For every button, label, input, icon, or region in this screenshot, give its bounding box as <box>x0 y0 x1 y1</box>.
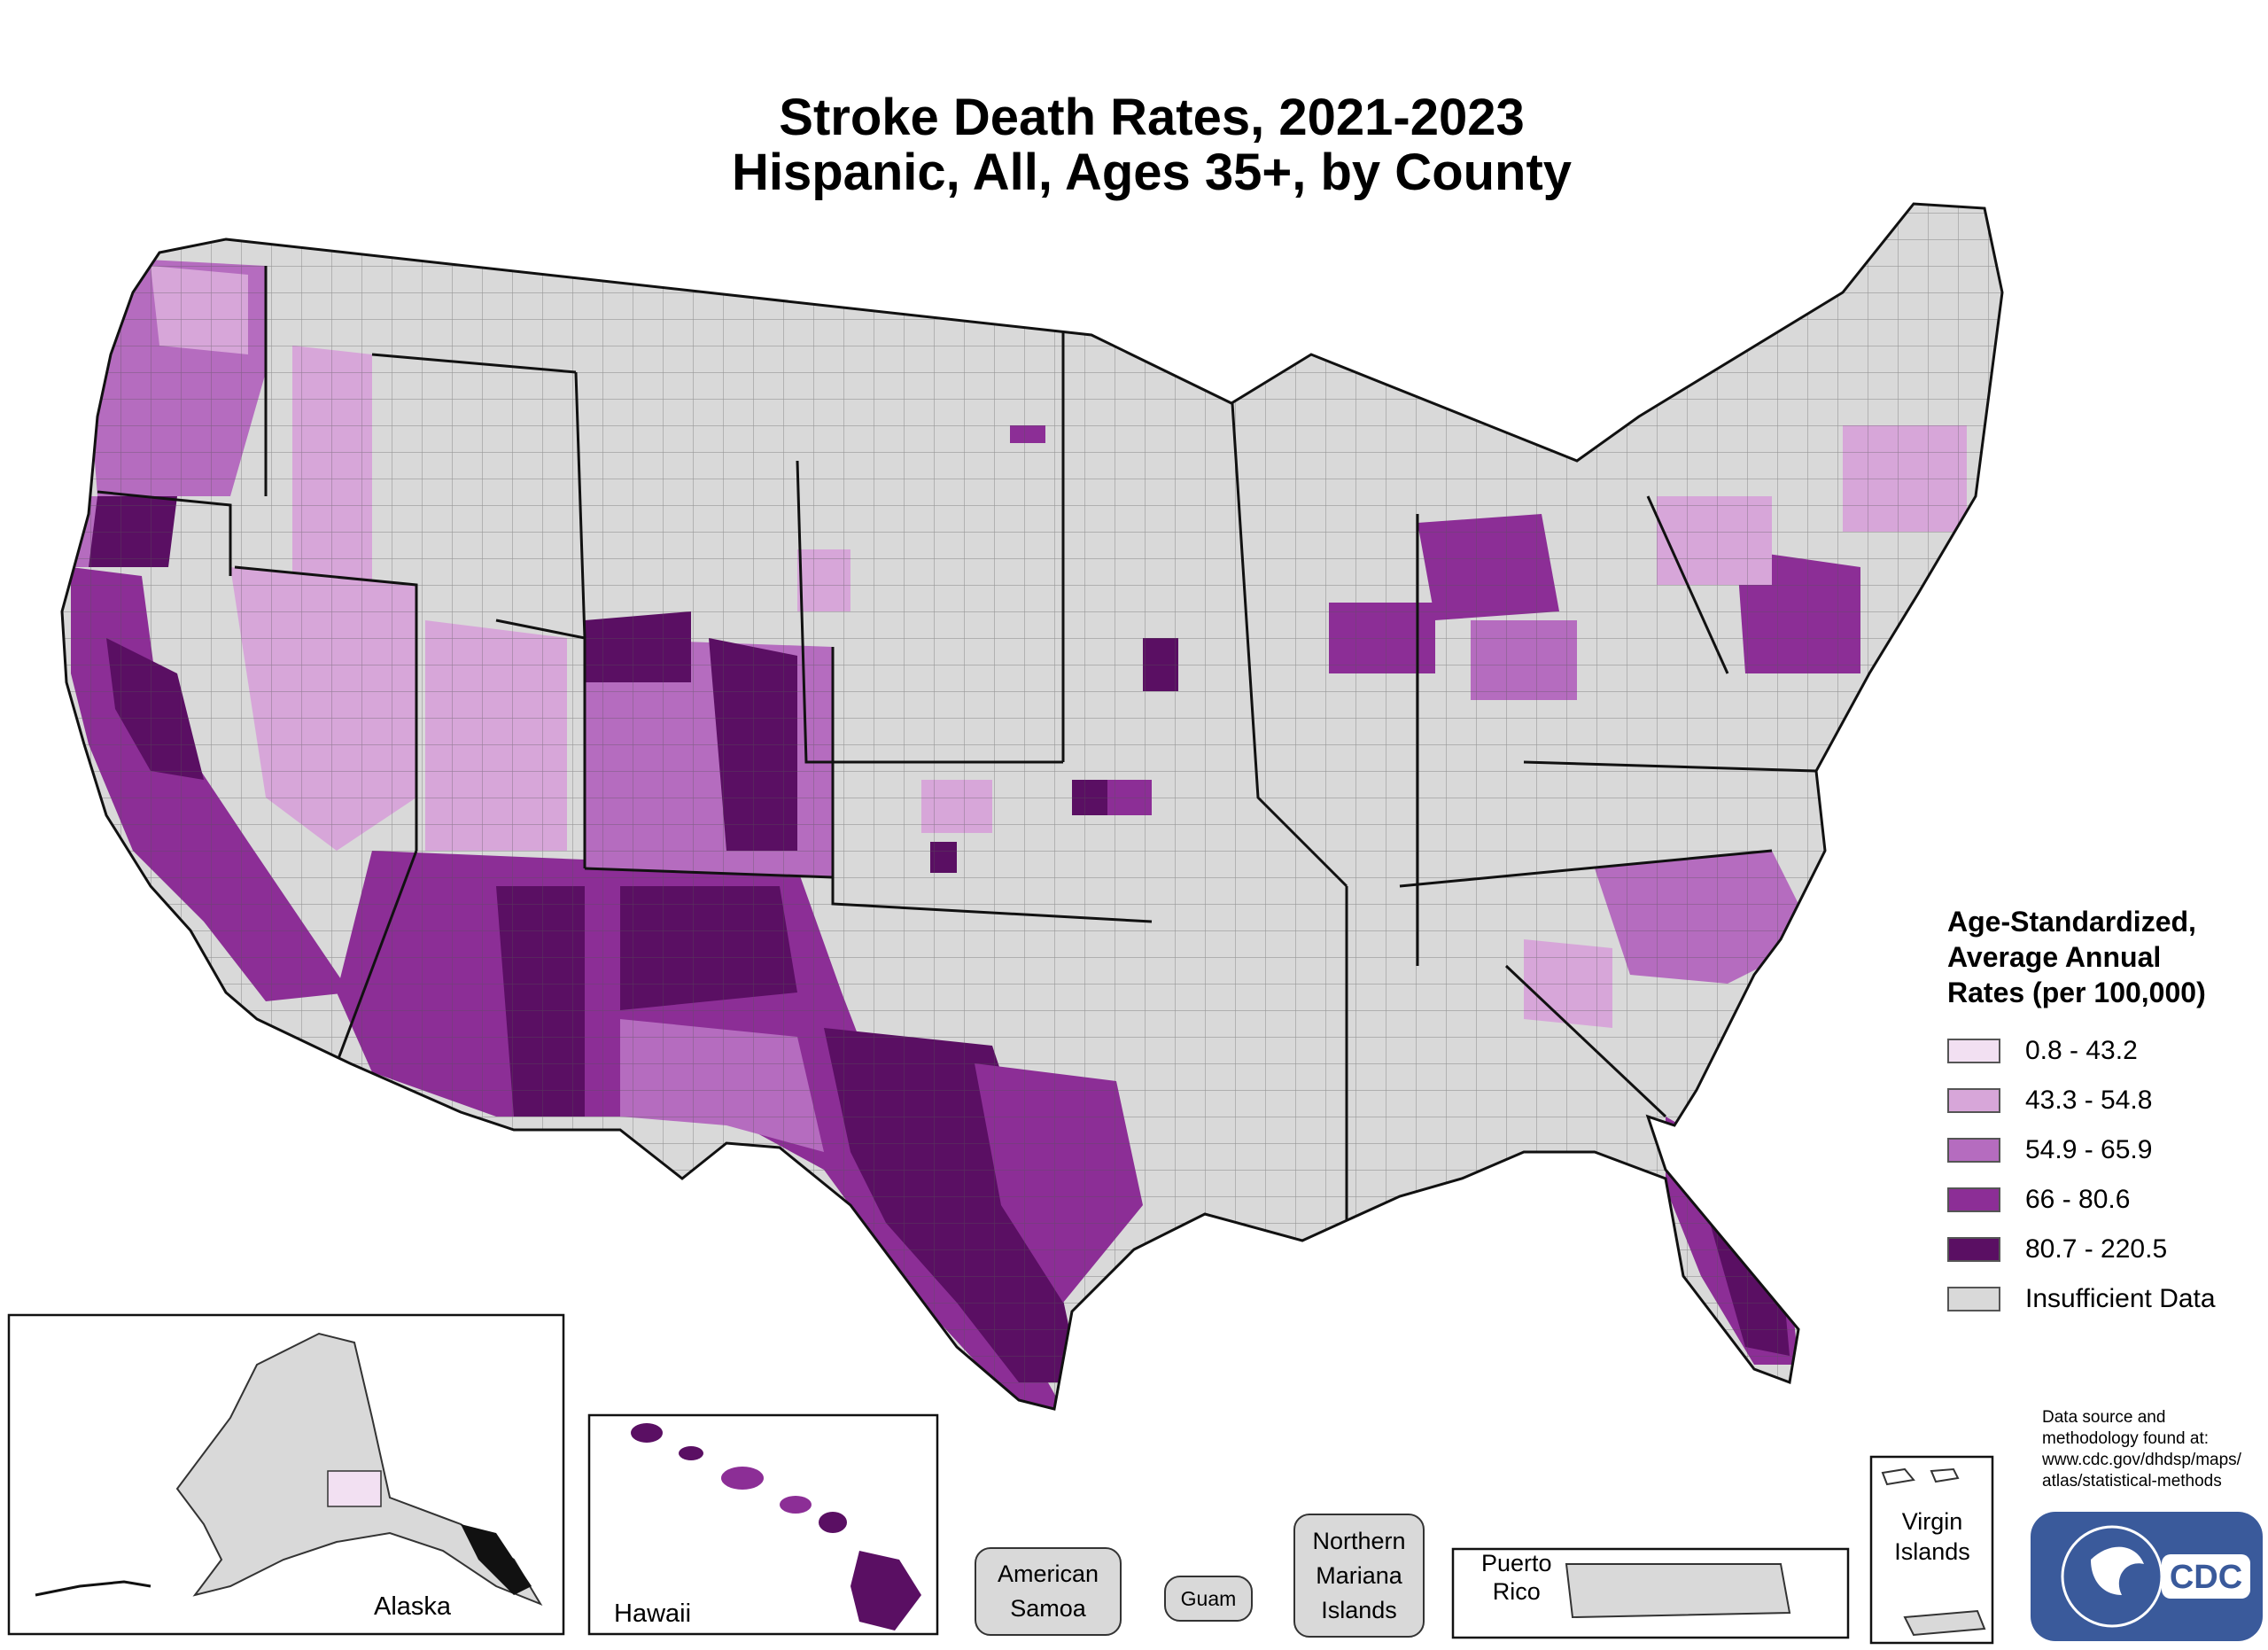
contiguous-us <box>60 202 2004 1411</box>
legend-label: 80.7 - 220.5 <box>2025 1234 2168 1264</box>
cdc-logo-text: CDC <box>2170 1559 2242 1596</box>
northern-mariana-line-2: Mariana <box>1316 1561 1402 1589</box>
source-line-4: atlas/statistical-methods <box>2042 1472 2222 1490</box>
legend-item: 54.9 - 65.9 <box>1947 1132 2152 1168</box>
virgin-islands-label-line-1: Virgin <box>1901 1508 1963 1535</box>
legend-label: 0.8 - 43.2 <box>2025 1036 2138 1065</box>
legend-swatch <box>1947 1187 2000 1212</box>
northern-mariana-box: Northern Mariana Islands <box>1293 1514 1425 1638</box>
puerto-rico-label-line-1: Puerto <box>1481 1550 1552 1576</box>
legend-item: Insufficient Data <box>1947 1281 2216 1317</box>
legend-title-line-1: Age-Standardized, <box>1947 906 2196 938</box>
american-samoa-box: American Samoa <box>975 1547 1122 1636</box>
state-boundaries <box>97 266 1817 1241</box>
legend-label: 43.3 - 54.8 <box>2025 1086 2153 1115</box>
legend-label: 66 - 80.6 <box>2025 1185 2131 1214</box>
hhs-eagle-icon <box>2091 1546 2144 1595</box>
american-samoa-line-1: American <box>997 1560 1099 1587</box>
puerto-rico-label-line-2: Rico <box>1492 1578 1541 1605</box>
legend-item: 0.8 - 43.2 <box>1947 1033 2138 1069</box>
virgin-islands-label-line-2: Islands <box>1894 1538 1970 1565</box>
legend-title-line-2: Average Annual <box>1947 941 2162 973</box>
guam-box: Guam <box>1164 1576 1253 1622</box>
source-line-3: www.cdc.gov/dhdsp/maps/ <box>2042 1451 2241 1469</box>
legend-item: 66 - 80.6 <box>1947 1182 2130 1218</box>
northern-mariana-line-3: Islands <box>1321 1596 1397 1623</box>
legend-swatch <box>1947 1287 2000 1311</box>
virgin-islands-label: Virgin Islands <box>1885 1506 1979 1567</box>
guam-label: Guam <box>1180 1586 1237 1610</box>
puerto-rico-label: Puerto Rico <box>1481 1549 1552 1606</box>
alaska-label: Alaska <box>374 1592 452 1621</box>
puerto-rico-inset <box>1451 1547 1850 1639</box>
legend-title-line-3: Rates (per 100,000) <box>1947 977 2206 1008</box>
title-line-1: Stroke Death Rates, 2021-2023 <box>779 89 1525 146</box>
legend-title: Age-Standardized, Average Annual Rates (… <box>1947 904 2266 1010</box>
legend-swatch <box>1947 1088 2000 1113</box>
title-line-2: Hispanic, All, Ages 35+, by County <box>731 144 1573 201</box>
legend-swatch <box>1947 1237 2000 1262</box>
northern-mariana-line-1: Northern <box>1312 1527 1406 1554</box>
cdc-logo: CDC <box>2031 1512 2263 1641</box>
hawaii-label: Hawaii <box>614 1599 692 1628</box>
legend-item: 43.3 - 54.8 <box>1947 1083 2152 1118</box>
data-source-note: Data source and methodology found at: ww… <box>2042 1407 2264 1492</box>
legend-item: 80.7 - 220.5 <box>1947 1232 2167 1267</box>
virgin-islands-inset <box>1869 1455 1994 1645</box>
american-samoa-line-2: Samoa <box>1010 1595 1086 1622</box>
legend-label: 54.9 - 65.9 <box>2025 1135 2153 1164</box>
source-line-2: methodology found at: <box>2042 1429 2210 1448</box>
legend-swatch <box>1947 1138 2000 1163</box>
source-line-1: Data source and <box>2042 1408 2166 1427</box>
legend-label: Insufficient Data <box>2025 1284 2216 1313</box>
legend-swatch <box>1947 1039 2000 1063</box>
alaska-inset <box>7 1313 565 1636</box>
hawaii-inset <box>587 1413 939 1636</box>
